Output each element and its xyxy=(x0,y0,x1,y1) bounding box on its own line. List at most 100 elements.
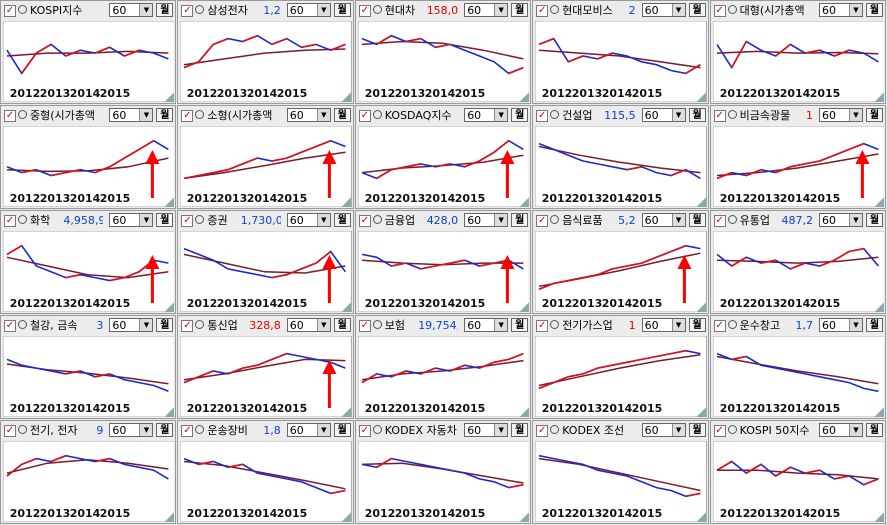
monthly-button[interactable]: 월 xyxy=(333,318,351,332)
period-combo[interactable]: 60 ▼ xyxy=(641,213,686,227)
dropdown-button[interactable]: ▼ xyxy=(139,214,153,226)
monthly-button[interactable]: 월 xyxy=(333,3,351,17)
dropdown-button[interactable]: ▼ xyxy=(139,319,153,331)
dropdown-button[interactable]: ▼ xyxy=(848,319,862,331)
period-combo[interactable]: 60 ▼ xyxy=(286,108,331,122)
checkbox[interactable]: ✓ xyxy=(181,425,194,437)
period-combo[interactable]: 60 ▼ xyxy=(464,108,509,122)
checkbox[interactable]: ✓ xyxy=(536,5,549,17)
checkbox[interactable]: ✓ xyxy=(181,5,194,17)
monthly-button[interactable]: 월 xyxy=(156,423,174,437)
checkbox[interactable]: ✓ xyxy=(358,425,371,437)
period-combo[interactable]: 60 ▼ xyxy=(464,423,509,437)
search-icon[interactable] xyxy=(727,425,737,434)
search-icon[interactable] xyxy=(18,110,27,119)
checkbox[interactable]: ✓ xyxy=(4,215,16,227)
checkbox[interactable]: ✓ xyxy=(181,215,194,227)
search-icon[interactable] xyxy=(18,320,27,329)
dropdown-button[interactable]: ▼ xyxy=(316,319,330,331)
search-icon[interactable] xyxy=(727,110,737,119)
checkbox[interactable]: ✓ xyxy=(536,215,549,227)
period-combo[interactable]: 60 ▼ xyxy=(286,318,331,332)
checkbox[interactable]: ✓ xyxy=(713,425,726,437)
dropdown-button[interactable]: ▼ xyxy=(848,424,862,436)
dropdown-button[interactable]: ▼ xyxy=(671,319,685,331)
dropdown-button[interactable]: ▼ xyxy=(671,214,685,226)
dropdown-button[interactable]: ▼ xyxy=(671,424,685,436)
monthly-button[interactable]: 월 xyxy=(688,108,706,122)
checkbox[interactable]: ✓ xyxy=(536,320,549,332)
monthly-button[interactable]: 월 xyxy=(333,423,351,437)
checkbox[interactable]: ✓ xyxy=(713,320,726,332)
period-combo[interactable]: 60 ▼ xyxy=(286,3,331,17)
search-icon[interactable] xyxy=(550,110,560,119)
checkbox[interactable]: ✓ xyxy=(358,215,371,227)
search-icon[interactable] xyxy=(727,320,737,329)
dropdown-button[interactable]: ▼ xyxy=(848,109,862,121)
period-combo[interactable]: 60 ▼ xyxy=(286,213,331,227)
dropdown-button[interactable]: ▼ xyxy=(848,4,862,16)
period-combo[interactable]: 60 ▼ xyxy=(464,318,509,332)
checkbox[interactable]: ✓ xyxy=(4,320,16,332)
dropdown-button[interactable]: ▼ xyxy=(494,109,508,121)
period-combo[interactable]: 60 ▼ xyxy=(641,423,686,437)
dropdown-button[interactable]: ▼ xyxy=(316,4,330,16)
checkbox[interactable]: ✓ xyxy=(181,110,194,122)
monthly-button[interactable]: 월 xyxy=(688,3,706,17)
search-icon[interactable] xyxy=(550,215,560,224)
search-icon[interactable] xyxy=(372,425,382,434)
dropdown-button[interactable]: ▼ xyxy=(494,319,508,331)
search-icon[interactable] xyxy=(195,320,205,329)
period-combo[interactable]: 60 ▼ xyxy=(641,318,686,332)
dropdown-button[interactable]: ▼ xyxy=(316,214,330,226)
checkbox[interactable]: ✓ xyxy=(713,110,726,122)
checkbox[interactable]: ✓ xyxy=(4,110,16,122)
period-combo[interactable]: 60 ▼ xyxy=(109,318,154,332)
monthly-button[interactable]: 월 xyxy=(865,213,883,227)
period-combo[interactable]: 60 ▼ xyxy=(818,108,863,122)
period-combo[interactable]: 60 ▼ xyxy=(464,213,509,227)
period-combo[interactable]: 60 ▼ xyxy=(109,213,154,227)
checkbox[interactable]: ✓ xyxy=(713,215,726,227)
dropdown-button[interactable]: ▼ xyxy=(139,109,153,121)
search-icon[interactable] xyxy=(550,425,560,434)
checkbox[interactable]: ✓ xyxy=(536,110,549,122)
period-combo[interactable]: 60 ▼ xyxy=(286,423,331,437)
checkbox[interactable]: ✓ xyxy=(4,5,16,17)
monthly-button[interactable]: 월 xyxy=(688,423,706,437)
monthly-button[interactable]: 월 xyxy=(865,3,883,17)
search-icon[interactable] xyxy=(18,425,27,434)
dropdown-button[interactable]: ▼ xyxy=(316,109,330,121)
monthly-button[interactable]: 월 xyxy=(511,318,529,332)
dropdown-button[interactable]: ▼ xyxy=(139,424,153,436)
monthly-button[interactable]: 월 xyxy=(511,213,529,227)
search-icon[interactable] xyxy=(372,215,382,224)
search-icon[interactable] xyxy=(372,5,382,14)
monthly-button[interactable]: 월 xyxy=(511,3,529,17)
monthly-button[interactable]: 월 xyxy=(865,108,883,122)
period-combo[interactable]: 60 ▼ xyxy=(109,3,154,17)
search-icon[interactable] xyxy=(727,215,737,224)
monthly-button[interactable]: 월 xyxy=(865,423,883,437)
monthly-button[interactable]: 월 xyxy=(511,108,529,122)
monthly-button[interactable]: 월 xyxy=(156,318,174,332)
dropdown-button[interactable]: ▼ xyxy=(494,424,508,436)
checkbox[interactable]: ✓ xyxy=(358,110,371,122)
search-icon[interactable] xyxy=(18,5,27,14)
period-combo[interactable]: 60 ▼ xyxy=(818,423,863,437)
monthly-button[interactable]: 월 xyxy=(688,213,706,227)
period-combo[interactable]: 60 ▼ xyxy=(818,318,863,332)
dropdown-button[interactable]: ▼ xyxy=(316,424,330,436)
dropdown-button[interactable]: ▼ xyxy=(494,214,508,226)
dropdown-button[interactable]: ▼ xyxy=(671,4,685,16)
search-icon[interactable] xyxy=(727,5,737,14)
search-icon[interactable] xyxy=(195,215,205,224)
search-icon[interactable] xyxy=(550,5,560,14)
monthly-button[interactable]: 월 xyxy=(865,318,883,332)
monthly-button[interactable]: 월 xyxy=(333,213,351,227)
checkbox[interactable]: ✓ xyxy=(358,5,371,17)
period-combo[interactable]: 60 ▼ xyxy=(641,3,686,17)
monthly-button[interactable]: 월 xyxy=(156,213,174,227)
search-icon[interactable] xyxy=(372,320,382,329)
checkbox[interactable]: ✓ xyxy=(713,5,726,17)
